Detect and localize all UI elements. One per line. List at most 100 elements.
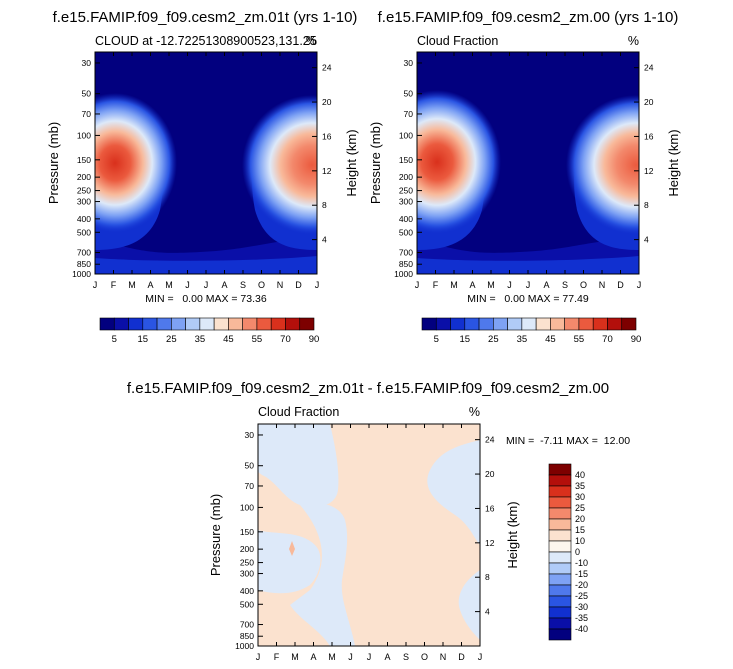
panel-c-x-tick-label: N (440, 652, 447, 662)
panel-c-left-subtitle: Cloud Fraction (258, 405, 339, 419)
colorbar-swatch (548, 474, 572, 487)
panel-c-y2-tick-label: 4 (485, 607, 490, 617)
panel-a-x-tick-label: N (277, 280, 284, 290)
panel-b-y-tick-label: 1000 (394, 269, 413, 279)
colorbar-swatch (270, 317, 286, 331)
colorbar-swatch (548, 595, 572, 608)
colorbar-label: 20 (575, 514, 585, 524)
panel-a-y2-tick-label: 4 (322, 235, 327, 245)
colorbar-label: -25 (575, 591, 588, 601)
panel-a-y-tick-label: 50 (82, 89, 92, 99)
colorbar-label: -15 (575, 569, 588, 579)
panel-a-x-tick-label: M (165, 280, 173, 290)
colorbar-label: 40 (575, 470, 585, 480)
colorbar-label: 55 (252, 334, 263, 345)
panel-a-low-cloud-band-inner (95, 256, 317, 274)
panel-c-y2-tick-label: 16 (485, 503, 495, 513)
panel-c-title: f.e15.FAMIP.f09_f09.cesm2_zm.01t - f.e15… (127, 380, 609, 397)
panel-a: f.e15.FAMIP.f09_f09.cesm2_zm.01t (yrs 1-… (46, 9, 359, 305)
panel-b-y2-tick-label: 12 (644, 166, 654, 176)
panel-a-y2-tick-label: 16 (322, 131, 332, 141)
panel-b-y-tick-label: 500 (399, 227, 413, 237)
panel-c-x-tick-label: S (403, 652, 409, 662)
colorbar-swatch (548, 584, 572, 597)
colorbar-swatch (450, 317, 466, 331)
panel-c-y-tick-label: 1000 (235, 641, 254, 651)
colorbar-label: 15 (138, 334, 149, 345)
colorbar-swatch (548, 562, 572, 575)
panel-a-y2-tick-label: 20 (322, 97, 332, 107)
panel-a-y2label: Height (km) (344, 129, 359, 196)
colorbar-swatch (548, 540, 572, 553)
colorbar-swatch (592, 317, 608, 331)
colorbar-label: 25 (166, 334, 177, 345)
colorbar-swatch (548, 628, 572, 641)
panel-b-y-tick-label: 250 (399, 186, 413, 196)
panel-c-negative-region-mid (258, 530, 321, 594)
colorbar-swatch (171, 317, 186, 331)
panel-b-x-tick-label: D (617, 280, 624, 290)
colorbar-swatch (213, 317, 229, 331)
panel-a-stats: MIN = 0.00 MAX = 73.36 (145, 293, 267, 305)
panel-b-x-tick-label: S (562, 280, 568, 290)
colorbar-swatch (548, 606, 572, 619)
panel-b-y2-tick-label: 20 (644, 97, 654, 107)
panel-b-y2-tick-label: 16 (644, 131, 654, 141)
panel-c-y-tick-label: 30 (245, 430, 255, 440)
panel-c-x-tick-label: F (274, 652, 280, 662)
panel-b-title: f.e15.FAMIP.f09_f09.cesm2_zm.00 (yrs 1-1… (378, 9, 679, 26)
panel-b-x-tick-label: O (580, 280, 587, 290)
colorbar-swatch (607, 317, 623, 331)
colorbar-label: 35 (195, 334, 206, 345)
panel-a-right-maximum (242, 95, 317, 235)
panel-c-y2-tick-label: 20 (485, 469, 495, 479)
panel-a-left-subtitle: CLOUD at -12.72251308900523,131.25 (95, 34, 317, 48)
panel-a-y-tick-label: 850 (77, 259, 91, 269)
panel-c-y-tick-label: 250 (240, 558, 254, 568)
panel-b-y-tick-label: 30 (404, 58, 414, 68)
panel-a-y-tick-label: 400 (77, 214, 91, 224)
panel-b-y-tick-label: 200 (399, 172, 413, 182)
panel-a-x-tick-label: J (185, 280, 190, 290)
colorbar-swatch (435, 317, 451, 331)
panel-b-y-tick-label: 100 (399, 130, 413, 140)
colorbar-label: -20 (575, 580, 588, 590)
colorbar-swatch (564, 317, 580, 331)
panel-b-right-subtitle: % (628, 34, 639, 48)
colorbar-swatch (548, 496, 572, 509)
panel-b-y-tick-label: 400 (399, 214, 413, 224)
colorbar-label: 5 (112, 334, 117, 345)
colorbar-label: 45 (545, 334, 556, 345)
panel-b-x-tick-label: F (433, 280, 439, 290)
colorbar-swatch (113, 317, 129, 331)
colorbar-swatch (478, 317, 494, 331)
panel-b-left-subtitle: Cloud Fraction (417, 34, 498, 48)
colorbar-label: 70 (280, 334, 291, 345)
panel-b-y2label: Height (km) (666, 129, 681, 196)
colorbar-label: 0 (575, 547, 580, 557)
panel-b-x-tick-label: J (526, 280, 531, 290)
panel-a-x-tick-label: J (204, 280, 209, 290)
colorbar-swatch (548, 573, 572, 586)
panel-c-x-tick-label: O (421, 652, 428, 662)
colorbar-label: -10 (575, 558, 588, 568)
panel-b-x-tick-label: A (543, 280, 549, 290)
panel-c-ylabel: Pressure (mb) (208, 494, 223, 576)
panel-b-right-maximum (566, 95, 639, 235)
colorbar-b: 5 15 25 35 45 55 70 90 (421, 317, 641, 345)
panel-c-y2-tick-label: 12 (485, 538, 495, 548)
colorbar-label: 35 (517, 334, 528, 345)
panel-c-x-tick-label: J (256, 652, 261, 662)
panel-c-y-tick-label: 200 (240, 544, 254, 554)
panel-a-right-subtitle: % (306, 34, 317, 48)
panel-a-y-tick-label: 100 (77, 130, 91, 140)
panel-b: f.e15.FAMIP.f09_f09.cesm2_zm.00 (yrs 1-1… (368, 9, 681, 305)
panel-c-negative-region-right (427, 440, 480, 545)
panel-c-y-tick-label: 50 (245, 461, 255, 471)
panel-a-x-tick-label: A (147, 280, 153, 290)
panel-b-ylabel: Pressure (mb) (368, 122, 383, 204)
panel-c-y-tick-label: 850 (240, 631, 254, 641)
panel-a-y-tick-label: 700 (77, 248, 91, 258)
panel-a-y-tick-label: 500 (77, 227, 91, 237)
